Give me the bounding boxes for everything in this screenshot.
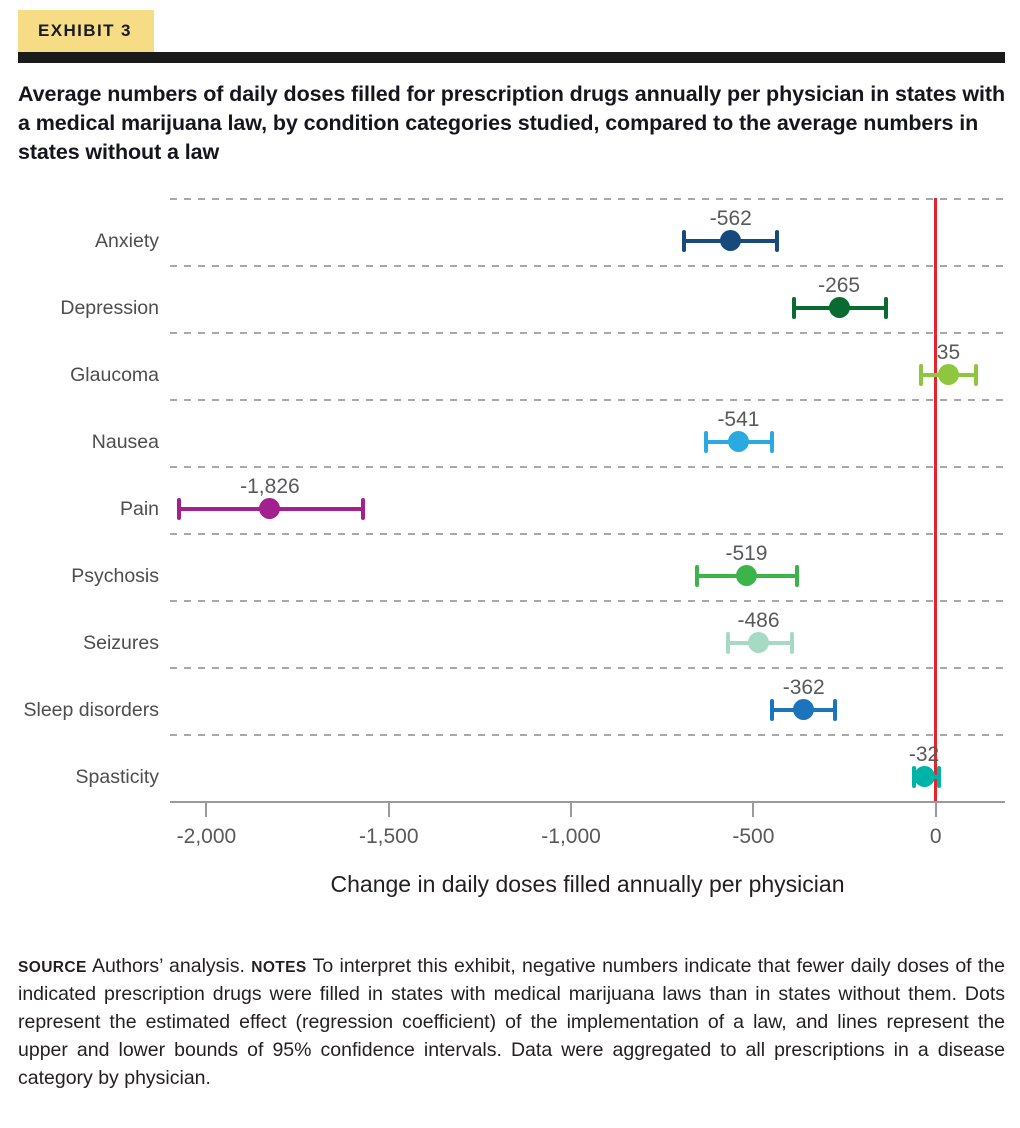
estimate-value-label: -1,826 xyxy=(240,474,300,498)
ci-upper-cap xyxy=(884,296,889,319)
source-notes: SOURCE Authors’ analysis. NOTES To inter… xyxy=(18,952,1005,1092)
chart-row: -541 xyxy=(170,398,1005,466)
plot-area: -562 -265 35 -541 -1,826 -519 -486 -362 -32 xyxy=(170,197,1005,801)
category-label: Nausea xyxy=(91,430,159,453)
axis-tick-label: -2,000 xyxy=(176,824,237,848)
ci-upper-cap xyxy=(361,497,366,520)
axis-tick xyxy=(752,802,755,817)
exhibit-tag-label: EXHIBIT 3 xyxy=(38,21,132,40)
source-label: SOURCE xyxy=(18,958,87,976)
category-label: Psychosis xyxy=(71,564,159,587)
category-label: Seizures xyxy=(83,631,159,654)
estimate-value-label: -265 xyxy=(818,273,861,297)
estimate-dot xyxy=(727,430,749,452)
chart-row: -362 xyxy=(170,666,1005,734)
ci-upper-cap xyxy=(937,765,942,788)
notes-label: NOTES xyxy=(251,958,307,976)
category-label: Depression xyxy=(60,296,159,319)
estimate-dot xyxy=(748,631,769,653)
chart-row: -486 xyxy=(170,599,1005,667)
category-label: Spasticity xyxy=(75,765,159,788)
ci-lower-cap xyxy=(694,564,699,587)
estimate-value-label: -562 xyxy=(709,206,752,230)
ci-lower-cap xyxy=(682,229,687,252)
x-axis-title: Change in daily doses filled annually pe… xyxy=(330,870,845,897)
dot-plot-chart: Anxiety Depression Glaucoma Nausea Pain Psych… xyxy=(18,197,1005,801)
chart-row: -32 xyxy=(170,733,1005,801)
estimate-value-label: -519 xyxy=(725,541,768,565)
ci-upper-cap xyxy=(789,631,794,654)
estimate-value-label: -32 xyxy=(908,742,940,766)
estimate-dot xyxy=(735,564,757,586)
category-label: Pain xyxy=(119,497,159,520)
axis-tick-label: -500 xyxy=(732,824,775,848)
ci-lower-cap xyxy=(704,430,708,453)
header-rule xyxy=(18,52,1005,63)
chart-row: -562 xyxy=(170,197,1005,265)
estimate-dot xyxy=(937,363,959,385)
axis-tick xyxy=(387,802,390,817)
ci-upper-cap xyxy=(769,430,774,453)
ci-upper-cap xyxy=(775,229,780,252)
category-labels-column: Anxiety Depression Glaucoma Nausea Pain Psych… xyxy=(18,198,170,801)
estimate-value-label: -541 xyxy=(717,407,760,431)
ci-lower-cap xyxy=(769,698,774,721)
ci-upper-cap xyxy=(833,698,838,721)
exhibit-tag: EXHIBIT 3 xyxy=(18,10,154,52)
estimate-value-label: -362 xyxy=(782,675,825,699)
estimate-dot xyxy=(720,229,742,251)
axis-tick xyxy=(570,802,573,817)
estimate-dot xyxy=(793,698,815,720)
chart-row: -519 xyxy=(170,532,1005,600)
x-axis: -2,000 -1,500 -1,000 -500 0 xyxy=(170,800,1005,861)
axis-tick-label: -1,500 xyxy=(358,824,419,848)
ci-lower-cap xyxy=(791,296,796,319)
category-label: Anxiety xyxy=(95,229,159,252)
ci-lower-cap xyxy=(177,497,182,520)
estimate-value-label: 35 xyxy=(936,340,961,364)
notes-text: To interpret this exhibit, negative numb… xyxy=(18,954,1005,1090)
chart-title: Average numbers of daily doses filled fo… xyxy=(18,82,1006,165)
ci-upper-cap xyxy=(973,363,978,386)
zero-reference-line xyxy=(934,197,938,801)
ci-lower-cap xyxy=(919,363,924,386)
ci-lower-cap xyxy=(725,631,730,654)
category-label: Glaucoma xyxy=(70,363,159,386)
estimate-dot xyxy=(259,497,281,519)
exhibit-page: EXHIBIT 3 Average numbers of daily doses… xyxy=(18,10,1006,1092)
chart-row: -265 xyxy=(170,264,1005,332)
estimate-value-label: -486 xyxy=(737,608,780,632)
chart-row: -1,826 xyxy=(170,465,1005,533)
axis-tick-label: 0 xyxy=(929,824,942,848)
axis-tick-label: -1,000 xyxy=(541,824,601,848)
category-label: Sleep disorders xyxy=(23,698,160,721)
estimate-dot xyxy=(913,765,935,787)
axis-tick xyxy=(205,802,208,817)
estimate-dot xyxy=(828,296,850,318)
source-text: Authors’ analysis. xyxy=(86,954,252,977)
chart-row: 35 xyxy=(170,331,1005,399)
axis-tick xyxy=(934,802,937,817)
ci-upper-cap xyxy=(795,564,800,587)
